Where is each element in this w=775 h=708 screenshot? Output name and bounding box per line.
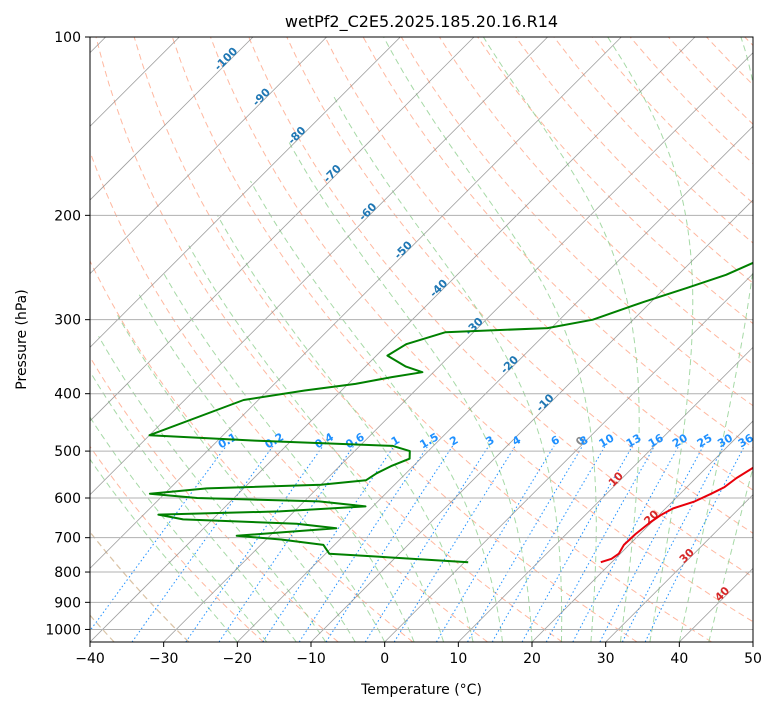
isotherm-line [310,199,753,642]
isotherm-line [237,125,753,642]
isotherm-line [90,37,254,201]
dry-adiabat-line [90,445,264,642]
moist-adiabat-line [708,466,753,642]
y-tick-label: 200 [54,208,81,224]
isotherm-line [163,52,753,642]
y-tick-label: 500 [54,444,81,460]
profile-series [148,261,753,564]
mixing-ratio-label: 36 [736,431,756,450]
mixing-ratio-line [298,445,429,642]
y-axis-label: Pressure (hPa) [14,289,30,389]
x-tick-label: −10 [296,651,326,667]
moist-adiabat-line [188,245,445,642]
y-tick-label: 100 [54,30,81,46]
isotherm-line [90,37,696,642]
x-tick-label: 40 [670,651,688,667]
dry-adiabat-line [515,37,753,284]
x-tick-label: −40 [75,651,105,667]
y-tick-label: 800 [54,565,81,581]
mixing-ratio-line [325,445,454,642]
x-axis-label: Temperature (°C) [360,682,482,698]
dry-adiabat-line [210,37,753,623]
pressure-gridlines [90,37,753,630]
dry-adiabat-line [95,37,563,642]
mixing-ratio-line [521,445,633,642]
y-tick-label: 300 [54,313,81,329]
temperature-profile-line [600,466,753,564]
y-axis-ticks: 100 200 300 400 500 600 700 800 900 1000 [45,30,90,638]
mixing-ratio-line [131,445,274,642]
isotherm-line [90,37,622,569]
mixing-ratio-line [262,445,395,642]
x-tick-label: 0 [380,651,389,667]
moist-adiabat-line [332,94,563,642]
isotherm-line [531,420,753,642]
dewpoint-profile-line [148,261,753,564]
mixing-ratio-line [185,445,324,642]
dry-adiabat-line [90,259,414,642]
isotherm-line [90,37,548,496]
mixing-ratio-line [435,445,555,642]
y-tick-label: 900 [54,595,81,611]
x-tick-label: −30 [149,651,179,667]
moist-adiabat-line [678,37,753,642]
moist-adiabat-line [162,272,415,642]
mixing-ratio-line [545,445,656,642]
plot-frame [89,36,754,643]
mixing-ratio-line [364,445,490,642]
moist-adiabat-line [383,37,597,642]
dry-adiabat-line [248,37,753,578]
isotherm-line [90,37,327,275]
moist-adiabat-line [137,292,386,642]
x-tick-label: 10 [449,651,467,667]
chart-title: wetPf2_C2E5.2025.185.20.16.R14 [285,12,558,32]
moist-adiabat-line [117,315,356,642]
x-tick-label: 30 [597,651,615,667]
dry-adiabat-line [90,356,339,642]
isotherm-line [605,494,753,642]
isotherm-line [90,37,401,348]
x-tick-label: 50 [744,651,762,667]
mixing-ratio-line [467,445,584,642]
mixing-ratio-lines [90,445,746,642]
y-tick-label: 600 [54,491,81,507]
plot-area: -100-90-80-70-60-50-40-30-20-10010203040… [90,37,756,642]
mixing-ratio-line [218,445,355,642]
dry-adiabat-line [286,37,753,534]
dry-adiabat-line [133,37,638,642]
isotherm-line [458,346,753,642]
x-tick-label: −20 [223,651,253,667]
moist-adiabat-line [250,180,503,642]
moist-adiabat-line [217,215,474,642]
moist-adiabat-line [90,416,268,642]
isotherm-line [384,273,753,642]
moist-adiabat-line [482,37,640,642]
mixing-ratio-line [644,445,746,642]
dry-adiabats [90,37,753,642]
dry-adiabat-line [171,37,712,642]
y-tick-label: 1000 [45,622,81,638]
mixing-ratio-line [621,445,725,642]
y-tick-label: 400 [54,387,81,403]
isotherms [90,37,753,642]
x-tick-label: 20 [523,651,541,667]
moist-adiabat-line [607,37,694,642]
moist-adiabat-line [98,336,327,642]
y-tick-label: 700 [54,531,81,547]
isotherm-line [90,37,475,422]
moist-adiabat-line [90,370,297,642]
x-axis-ticks: −40 −30 −20 −10 0 10 20 30 40 50 [75,642,762,667]
